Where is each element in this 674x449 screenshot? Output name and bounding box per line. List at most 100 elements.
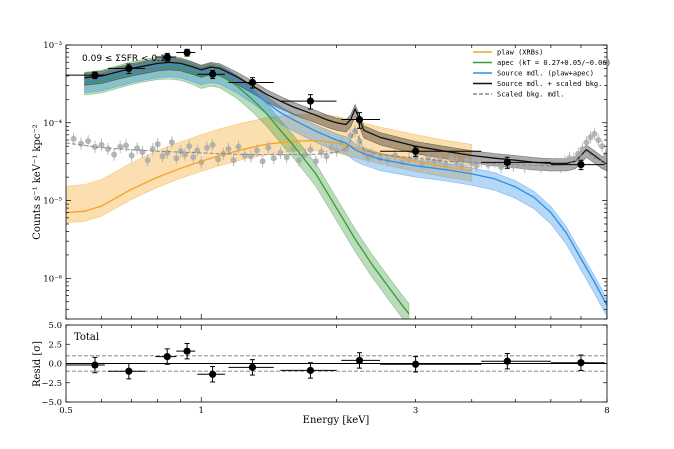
background-point <box>144 157 151 164</box>
background-point <box>521 164 528 171</box>
background-point <box>91 143 98 150</box>
residual-point <box>577 359 585 367</box>
background-point <box>70 135 77 142</box>
y-tick-label: 10⁻⁶ <box>43 274 62 284</box>
background-point <box>307 146 314 153</box>
data-point <box>412 147 420 155</box>
source-mdl-plaw-apec-band <box>84 58 607 317</box>
source-mdl-plaw-apec-line <box>84 64 607 306</box>
apec-band <box>84 55 410 319</box>
background-point <box>194 147 201 154</box>
x-tick-label: 1 <box>199 406 204 416</box>
background-point <box>591 130 598 137</box>
data-point <box>183 48 191 57</box>
x-tick-label: 0.5 <box>59 406 73 416</box>
background-point <box>122 142 129 149</box>
residual-y-tick-label: 0.0 <box>48 360 62 370</box>
data-point <box>503 158 511 166</box>
plaw-xrbs-line <box>66 139 472 214</box>
background-point <box>215 156 222 163</box>
background-point <box>323 153 330 160</box>
residual-point <box>306 366 315 375</box>
background-point <box>168 139 175 146</box>
background-point <box>230 157 237 164</box>
background-point <box>312 158 319 165</box>
data-point <box>91 71 99 79</box>
background-point <box>458 162 465 169</box>
residual-panel-title: Total <box>74 332 99 343</box>
background-point <box>177 148 184 155</box>
legend-label: Source mdl. + scaled bkg. <box>497 80 602 88</box>
background-point <box>448 156 455 163</box>
background-point <box>270 155 277 162</box>
residual-point <box>183 347 191 355</box>
spectrum-panel: 10⁻⁶ 10⁻⁵ 10⁻⁴ 10⁻³ 0.09 ≤ ΣSFR < 0.15 plaw… <box>43 41 611 320</box>
residual-y-tick-label: 2.5 <box>48 340 62 350</box>
background-point <box>602 151 607 158</box>
background-point <box>473 162 480 169</box>
background-point <box>431 158 438 165</box>
legend-label: plaw (XRBs) <box>497 49 543 57</box>
data-point <box>163 53 171 61</box>
legend-label: Scaled bkg. mdl. <box>497 91 564 99</box>
background-point <box>527 161 534 168</box>
data-point <box>248 78 257 87</box>
y-tick-label: 10⁻⁵ <box>43 197 62 207</box>
residual-point <box>125 367 133 375</box>
y-tick-label: 10⁻³ <box>43 41 62 51</box>
y-tick-label: 10⁻⁴ <box>43 119 62 129</box>
background-point <box>154 141 161 148</box>
annotation-sfr-range: 0.09 ≤ ΣSFR < 0.15 <box>82 54 171 64</box>
background-point <box>241 152 248 159</box>
residual-y-tick-label: 5.0 <box>48 321 62 331</box>
background-point <box>164 149 171 156</box>
data-point <box>577 160 585 169</box>
background-point <box>235 143 242 150</box>
data-point <box>306 97 315 105</box>
legend: plaw (XRBs) apec (kT = 0.27+0.05/−0.06) So… <box>473 49 611 99</box>
background-point <box>575 150 582 157</box>
background-point <box>265 144 272 151</box>
background-point <box>583 139 590 146</box>
background-point <box>425 155 432 162</box>
residual-point <box>412 360 420 368</box>
background-point <box>173 155 180 162</box>
background-point <box>328 144 335 151</box>
data-point <box>209 70 217 78</box>
background-point <box>204 144 211 151</box>
legend-label: apec (kT = 0.27+0.05/−0.06) <box>497 59 611 67</box>
background-point <box>301 151 308 158</box>
residual-y-tick-label: −2.5 <box>41 379 62 389</box>
residual-y-axis-title: Resid [σ] <box>32 341 43 387</box>
background-point <box>453 159 460 166</box>
background-point <box>85 138 92 145</box>
x-tick-label: 8 <box>604 406 609 416</box>
x-axis-title: Energy [keV] <box>303 415 370 426</box>
residual-point <box>91 361 99 369</box>
background-point <box>295 157 302 164</box>
background-point <box>209 141 216 148</box>
apec-line <box>84 65 410 315</box>
background-point <box>259 158 266 165</box>
scaled-bkg-mdl-line <box>66 126 607 167</box>
y-axis-title: Counts s⁻¹ keV⁻¹ kpc⁻² <box>32 124 43 240</box>
x-tick-label: 3 <box>413 406 418 416</box>
residual-panel: 0.5 1 3 8 −5.0 −2.5 0.0 2.5 5.0 Total <box>41 321 609 416</box>
plaw-xrbs-band <box>66 113 473 224</box>
background-point <box>579 146 586 153</box>
residual-point <box>503 357 511 365</box>
residual-point <box>355 356 364 365</box>
background-point <box>159 153 166 160</box>
background-point <box>587 134 594 141</box>
background-point <box>498 164 505 171</box>
background-point <box>181 151 188 158</box>
background-point <box>104 146 111 153</box>
background-point <box>599 143 606 150</box>
legend-label: Source mdl. (plaw+apec) <box>497 70 594 78</box>
background-point <box>253 147 260 154</box>
background-point <box>117 143 124 150</box>
background-point <box>283 154 290 161</box>
background-point <box>98 141 105 148</box>
source-mdl-scaled-bkg-line <box>84 61 607 165</box>
